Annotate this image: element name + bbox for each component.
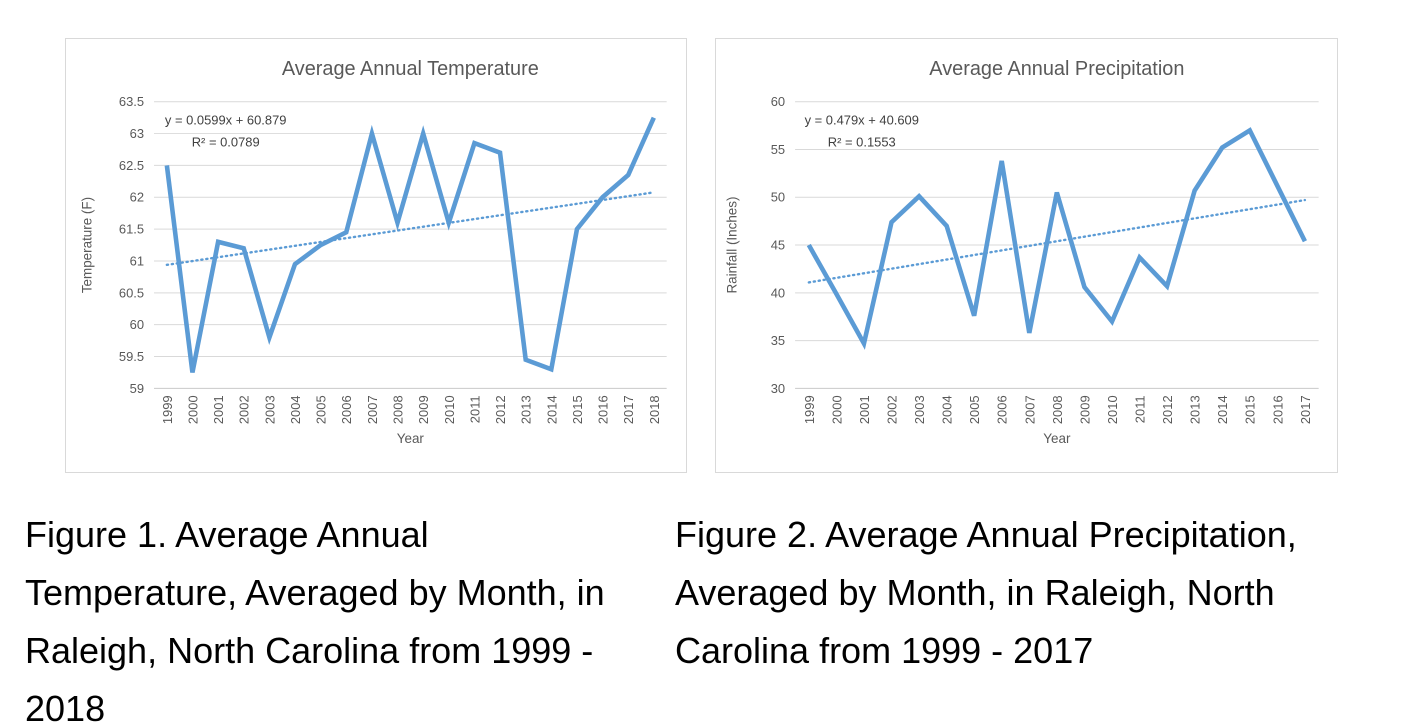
trendline [807,198,1307,284]
x-tick-label: 2017 [621,395,636,424]
x-axis-title: Year [1043,431,1071,446]
temperature-chart-panel: 59 59.5 60 60.5 61 61.5 62 62.5 63 63.5 1999 2000 20… [65,38,687,473]
x-tick-label: 2015 [570,395,585,424]
x-tick-label: 2012 [493,395,508,424]
y-tick-label: 40 [771,285,785,300]
series-line [806,127,1307,350]
chart-title: Average Annual Precipitation [929,58,1184,80]
x-tick-label: 2008 [1050,395,1065,424]
y-tick-label: 62.5 [119,158,144,173]
x-tick-label: 2016 [1270,395,1285,424]
x-tick-label: 2015 [1243,395,1258,424]
trendline-equation: y = 0.0599x + 60.879 [165,113,287,128]
x-tick-label: 2007 [1022,395,1037,424]
precipitation-chart-panel: 30 35 40 45 50 55 60 1999 2000 2001 2002 2003 2004 20… [715,38,1338,473]
x-tick-label: 2000 [185,395,200,424]
y-axis-tick-labels: 59 59.5 60 60.5 61 61.5 62 62.5 63 63.5 [119,94,144,396]
y-tick-label: 61 [130,253,144,268]
x-tick-label: 2010 [442,395,457,424]
x-tick-label: 2017 [1298,395,1313,424]
x-tick-label: 2003 [912,395,927,424]
x-tick-label: 2013 [1188,395,1203,424]
y-axis-title: Rainfall (Inches) [724,197,739,294]
x-axis-tick-labels: 1999 2000 2001 2002 2003 2004 2005 2006 2007 2008… [160,395,662,424]
x-tick-label: 2006 [339,395,354,424]
y-tick-label: 60 [771,94,785,109]
trendline [165,191,656,267]
x-tick-label: 2004 [940,395,955,424]
y-tick-label: 60 [130,317,144,332]
gridlines [795,101,1319,389]
figure1-caption: Figure 1. Average Annual Temperature, Av… [25,514,605,728]
y-tick-label: 55 [771,142,785,157]
x-tick-label: 2007 [365,395,380,424]
y-tick-label: 35 [771,333,785,348]
x-tick-label: 2000 [829,395,844,424]
y-tick-label: 30 [771,381,785,396]
y-tick-label: 50 [771,190,785,205]
x-tick-label: 2005 [967,395,982,424]
x-tick-label: 2002 [237,395,252,424]
figure2-caption: Figure 2. Average Annual Precipitation, … [675,514,1297,671]
x-tick-label: 2001 [857,395,872,424]
x-tick-label: 2010 [1105,395,1120,424]
y-tick-label: 45 [771,238,785,253]
y-tick-label: 61.5 [119,222,144,237]
y-axis-tick-labels: 30 35 40 45 50 55 60 [771,94,785,396]
x-tick-label: 2004 [288,395,303,424]
x-tick-label: 2008 [391,395,406,424]
y-tick-label: 60.5 [119,285,144,300]
x-tick-label: 2009 [416,395,431,424]
x-tick-label: 2002 [884,395,899,424]
x-tick-label: 2006 [995,395,1010,424]
y-tick-label: 62 [130,190,144,205]
series-line [164,116,656,373]
precipitation-chart: 30 35 40 45 50 55 60 1999 2000 2001 2002 2003 2004 20… [724,58,1319,446]
x-tick-label: 2005 [314,395,329,424]
chart-title: Average Annual Temperature [282,58,539,80]
x-tick-label: 2012 [1160,395,1175,424]
x-tick-label: 2009 [1077,395,1092,424]
y-tick-label: 59.5 [119,349,144,364]
r-squared-label: R² = 0.1553 [828,135,896,150]
x-tick-label: 2001 [211,395,226,424]
x-axis-title: Year [397,431,425,446]
y-axis-title: Temperature (F) [79,197,94,293]
x-tick-label: 2013 [519,395,534,424]
x-tick-label: 2014 [544,395,559,424]
x-tick-label: 1999 [160,395,175,424]
x-tick-label: 1999 [802,395,817,424]
temperature-chart: 59 59.5 60 60.5 61 61.5 62 62.5 63 63.5 1999 2000 20… [79,58,667,446]
y-tick-label: 63.5 [119,94,144,109]
trendline-equation: y = 0.479x + 40.609 [805,113,919,128]
y-tick-label: 63 [130,126,144,141]
x-tick-label: 2011 [467,395,482,423]
x-axis-tick-labels: 1999 2000 2001 2002 2003 2004 2005 2006 2007 2008… [802,395,1313,424]
y-tick-label: 59 [130,381,144,396]
x-tick-label: 2003 [262,395,277,424]
r-squared-label: R² = 0.0789 [192,135,260,150]
x-tick-label: 2016 [596,395,611,424]
x-tick-label: 2011 [1133,395,1148,423]
x-tick-label: 2014 [1215,395,1230,424]
x-tick-label: 2018 [647,395,662,424]
